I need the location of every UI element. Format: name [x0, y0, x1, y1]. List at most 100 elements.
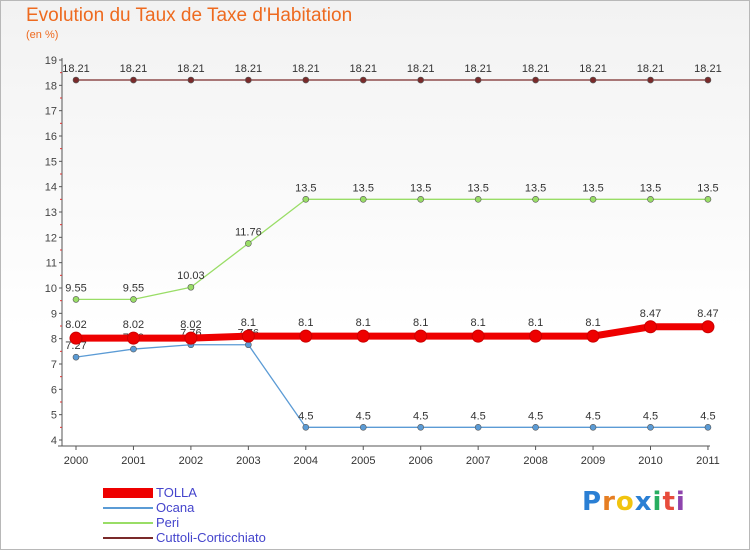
data-label: 4.5 [643, 410, 658, 422]
data-label: 8.1 [471, 317, 486, 329]
data-point [187, 76, 195, 84]
x-tick-label: 2003 [236, 455, 260, 467]
data-label: 9.55 [123, 282, 144, 294]
x-tick-label: 2009 [581, 455, 605, 467]
y-tick-label: 7 [51, 359, 57, 371]
legend-swatch [103, 507, 153, 509]
data-label: 18.21 [120, 63, 148, 75]
data-label: 13.5 [353, 182, 374, 194]
series-tolla: 8.02 8.02 8.02 8.1 8.1 8.1 8.1 8.1 8.1 8.1 8.47 8.4… [65, 308, 719, 345]
data-point [130, 76, 137, 84]
data-label: 18.21 [62, 63, 90, 75]
y-tick-label: 8 [51, 334, 57, 346]
y-tick-label: 19 [45, 55, 57, 67]
x-tick-label: 2010 [638, 455, 662, 467]
legend-label: TOLLA [156, 485, 197, 500]
data-point [69, 331, 83, 345]
data-label: 13.5 [582, 182, 603, 194]
data-label: 18.21 [637, 63, 665, 75]
data-label: 4.5 [700, 410, 715, 422]
data-label: 4.5 [585, 410, 600, 422]
y-tick-label: 17 [45, 106, 57, 118]
y-tick-label: 18 [45, 80, 57, 92]
series-line [76, 198, 708, 301]
series-line [75, 344, 708, 428]
data-point [359, 196, 367, 203]
data-point [126, 331, 140, 345]
y-tick-label: 4 [51, 435, 57, 447]
data-point [241, 329, 255, 343]
chart-title: Evolution du Taux de Taxe d'Habitation [26, 5, 353, 26]
y-tick-label: 11 [46, 258, 57, 270]
logo-letter: t [662, 487, 676, 517]
data-point [474, 424, 482, 431]
data-label: 8.47 [640, 308, 661, 320]
x-tick-label: 2008 [523, 455, 547, 467]
data-label: 8.02 [180, 319, 201, 331]
x-tick-label: 2007 [466, 455, 490, 467]
data-label: 18.21 [522, 63, 550, 75]
data-point [299, 329, 313, 343]
data-point [647, 76, 654, 84]
data-point [72, 296, 80, 303]
data-point [302, 424, 310, 431]
logo-letter: i [675, 487, 686, 517]
series-ocana: 7.277.597.767.764.54.54.54.54.54.54.54.5 [65, 328, 716, 431]
data-label: 8.1 [298, 317, 313, 329]
data-point [187, 283, 195, 291]
data-point [417, 196, 425, 203]
legend-swatch [103, 537, 153, 539]
data-label: 8.02 [65, 319, 86, 331]
proxiti-logo: Proxiti [582, 487, 686, 517]
data-label: 18.21 [292, 63, 320, 75]
data-point [589, 424, 597, 431]
x-tick-label: 2011 [696, 455, 720, 467]
data-point [184, 331, 198, 345]
data-point [704, 76, 712, 84]
y-tick-label: 14 [45, 182, 57, 194]
data-label: 13.5 [467, 182, 488, 194]
data-point [701, 320, 715, 334]
data-label: 18.21 [177, 63, 205, 75]
data-point [704, 424, 712, 431]
data-label: 13.5 [697, 182, 718, 194]
x-tick-label: 2006 [408, 455, 432, 467]
data-point [644, 320, 657, 334]
data-point [586, 329, 600, 343]
legend-swatch [103, 522, 153, 524]
legend-swatch [103, 488, 153, 498]
data-point [359, 424, 367, 431]
data-point [414, 329, 428, 343]
data-point [532, 196, 539, 203]
data-label: 8.02 [123, 319, 144, 331]
data-label: 4.5 [298, 410, 313, 422]
legend-label: Ocana [156, 500, 195, 515]
y-tick-label: 15 [45, 156, 57, 168]
y-tick-label: 10 [45, 283, 57, 295]
data-point [647, 424, 654, 431]
data-point [245, 76, 252, 84]
data-point [130, 345, 137, 353]
data-point [417, 76, 425, 84]
data-point [72, 76, 80, 84]
data-label: 10.03 [177, 270, 205, 282]
x-tick-label: 2001 [121, 455, 145, 467]
data-point [245, 240, 252, 247]
data-label: 18.21 [407, 63, 435, 75]
data-label: 8.1 [413, 317, 428, 329]
legend-label: Cuttoli-Corticchiato [156, 530, 266, 545]
data-label: 13.5 [295, 182, 316, 194]
logo-letter: i [652, 487, 663, 517]
logo-letter: P [582, 487, 603, 517]
data-label: 8.1 [585, 317, 600, 329]
data-label: 18.21 [349, 63, 377, 75]
y-tick-label: 12 [45, 232, 57, 244]
logo-letter: r [602, 487, 616, 517]
legend-label: Peri [156, 515, 180, 530]
data-point [417, 424, 425, 431]
data-point [532, 424, 539, 431]
data-point [130, 296, 137, 303]
logo-letter: o [615, 487, 635, 517]
